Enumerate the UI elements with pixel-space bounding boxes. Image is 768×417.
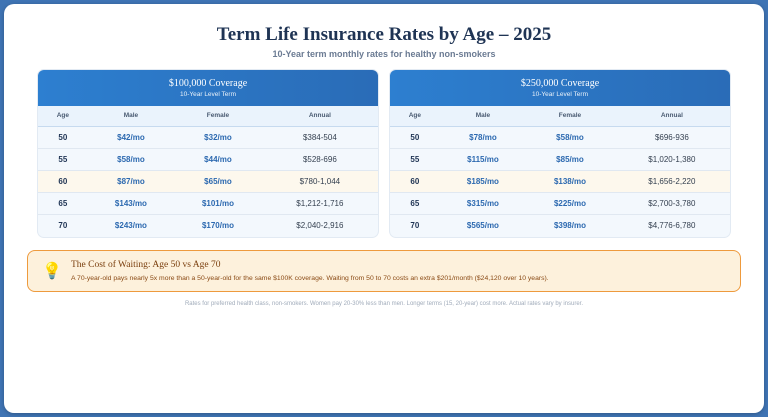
annual-range-cell: $528-696 [302,154,337,164]
male-rate-cell: $143/mo [114,198,147,208]
column-header-female: Female [558,112,582,120]
column-header-row: Age Male Female Annual [390,106,730,126]
table-header: $100,000 Coverage 10-Year Level Term [38,70,378,106]
page: Term Life Insurance Rates by Age – 2025 … [4,4,764,413]
table-row: 60 $87/mo $65/mo $780-1,044 [38,170,378,192]
table-subtitle: 10-Year Level Term [531,91,588,98]
column-header-row: Age Male Female Annual [38,106,378,126]
annual-range-cell: $2,040-2,916 [296,220,344,230]
cost-of-waiting-callout: 💡 The Cost of Waiting: Age 50 vs Age 70 … [27,250,741,292]
female-rate-cell: $58/mo [556,132,584,142]
annual-range-cell: $4,776-6,780 [648,220,696,230]
female-rate-cell: $398/mo [553,220,586,230]
annual-range-cell: $1,212-1,716 [296,198,344,208]
age-cell: 70 [410,220,420,230]
table-subtitle: 10-Year Level Term [179,91,236,98]
table-header: $250,000 Coverage 10-Year Level Term [390,70,730,106]
annual-range-cell: $780-1,044 [299,176,341,186]
table-title: $250,000 Coverage [520,78,600,89]
column-header-male: Male [475,112,491,120]
male-rate-cell: $58/mo [117,154,145,164]
table-row: 50 $78/mo $58/mo $696-936 [390,126,730,148]
column-header-age: Age [56,112,69,120]
page-title: Term Life Insurance Rates by Age – 2025 [216,24,552,45]
female-rate-cell: $44/mo [204,154,232,164]
age-cell: 65 [410,198,420,208]
male-rate-cell: $115/mo [467,154,499,164]
male-rate-cell: $565/mo [466,220,499,230]
age-cell: 65 [58,198,68,208]
column-header-age: Age [408,112,421,120]
table-row: 65 $143/mo $101/mo $1,212-1,716 [38,192,378,214]
female-rate-cell: $85/mo [556,154,584,164]
table-row: 55 $58/mo $44/mo $528-696 [38,148,378,170]
female-rate-cell: $101/mo [201,198,234,208]
callout-title: The Cost of Waiting: Age 50 vs Age 70 [71,260,221,270]
rate-table-250k: $250,000 Coverage 10-Year Level Term Age… [389,69,731,238]
rates-table: Age Male Female Annual 50 $78/mo $58/mo $69… [390,106,730,236]
footnote: Rates for preferred health class, non-sm… [184,301,584,307]
column-header-annual: Annual [308,112,331,120]
male-rate-cell: $185/mo [466,176,499,186]
annual-range-cell: $384-504 [302,132,337,142]
annual-range-cell: $1,020-1,380 [648,154,696,164]
table-row: 55 $115/mo $85/mo $1,020-1,380 [390,148,730,170]
table-row: 60 $185/mo $138/mo $1,656-2,220 [390,170,730,192]
male-rate-cell: $78/mo [469,132,497,142]
table-row: 70 $565/mo $398/mo $4,776-6,780 [390,214,730,236]
age-cell: 60 [58,176,68,186]
male-rate-cell: $87/mo [117,176,145,186]
female-rate-cell: $138/mo [553,176,586,186]
female-rate-cell: $65/mo [204,176,232,186]
table-row: 70 $243/mo $170/mo $2,040-2,916 [38,214,378,236]
annual-range-cell: $2,700-3,780 [648,198,696,208]
rate-table-100k: $100,000 Coverage 10-Year Level Term Age… [37,69,379,238]
annual-range-cell: $1,656-2,220 [648,176,696,186]
age-cell: 55 [410,154,420,164]
age-cell: 60 [410,176,420,186]
rates-table: Age Male Female Annual 50 $42/mo $32/mo $38… [38,106,378,236]
female-rate-cell: $225/mo [553,198,586,208]
annual-range-cell: $696-936 [654,132,689,142]
female-rate-cell: $32/mo [204,132,232,142]
callout-text: A 70-year-old pays nearly 5x more than a… [71,275,549,282]
female-rate-cell: $170/mo [201,220,234,230]
age-cell: 70 [58,220,68,230]
male-rate-cell: $243/mo [114,220,147,230]
page-subtitle: 10-Year term monthly rates for healthy n… [272,49,496,59]
male-rate-cell: $315/mo [466,198,499,208]
lightbulb-icon: 💡 [42,263,62,280]
column-header-annual: Annual [660,112,683,120]
table-title: $100,000 Coverage [168,78,248,89]
table-row: 50 $42/mo $32/mo $384-504 [38,126,378,148]
male-rate-cell: $42/mo [117,132,145,142]
table-row: 65 $315/mo $225/mo $2,700-3,780 [390,192,730,214]
age-cell: 50 [58,132,68,142]
age-cell: 55 [58,154,68,164]
column-header-female: Female [206,112,230,120]
column-header-male: Male [123,112,139,120]
age-cell: 50 [410,132,420,142]
